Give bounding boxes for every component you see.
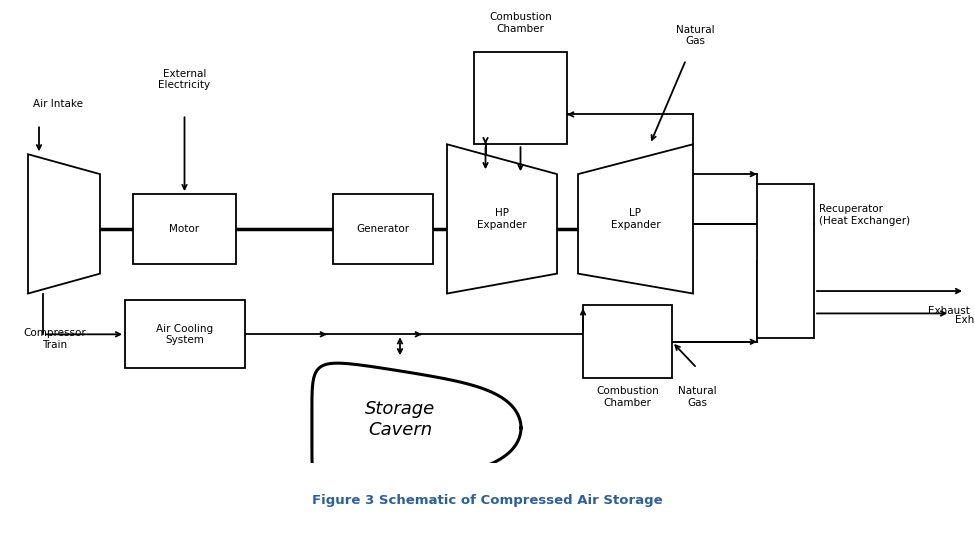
- Bar: [474, 52, 567, 144]
- Text: Combustion
Chamber: Combustion Chamber: [596, 386, 659, 408]
- Text: HP
Expander: HP Expander: [477, 208, 526, 230]
- Bar: [133, 194, 236, 264]
- Text: Exhaust: Exhaust: [928, 306, 970, 316]
- Text: Figure 3 Schematic of Compressed Air Storage: Figure 3 Schematic of Compressed Air Sto…: [312, 494, 663, 507]
- Text: Exhaust: Exhaust: [955, 315, 975, 325]
- Polygon shape: [28, 154, 100, 294]
- Text: Storage
Cavern: Storage Cavern: [365, 400, 435, 440]
- Text: Air Cooling
System: Air Cooling System: [156, 323, 214, 345]
- Text: External
Electricity: External Electricity: [158, 69, 211, 90]
- Text: Natural
Gas: Natural Gas: [678, 386, 717, 408]
- Text: Air Intake: Air Intake: [33, 100, 83, 109]
- Text: Motor: Motor: [170, 224, 200, 234]
- Text: Natural
Gas: Natural Gas: [676, 25, 715, 46]
- Bar: [757, 184, 814, 338]
- Polygon shape: [578, 144, 693, 294]
- Text: Recuperator
(Heat Exchanger): Recuperator (Heat Exchanger): [819, 204, 910, 225]
- Bar: [333, 194, 433, 264]
- Polygon shape: [447, 144, 557, 294]
- Bar: [583, 306, 672, 378]
- Text: Generator: Generator: [357, 224, 409, 234]
- Bar: [125, 301, 245, 368]
- Text: Combustion
Chamber: Combustion Chamber: [489, 12, 552, 34]
- Polygon shape: [312, 363, 521, 493]
- Text: Compressor
Train: Compressor Train: [23, 328, 87, 350]
- Text: LP
Expander: LP Expander: [610, 208, 660, 230]
